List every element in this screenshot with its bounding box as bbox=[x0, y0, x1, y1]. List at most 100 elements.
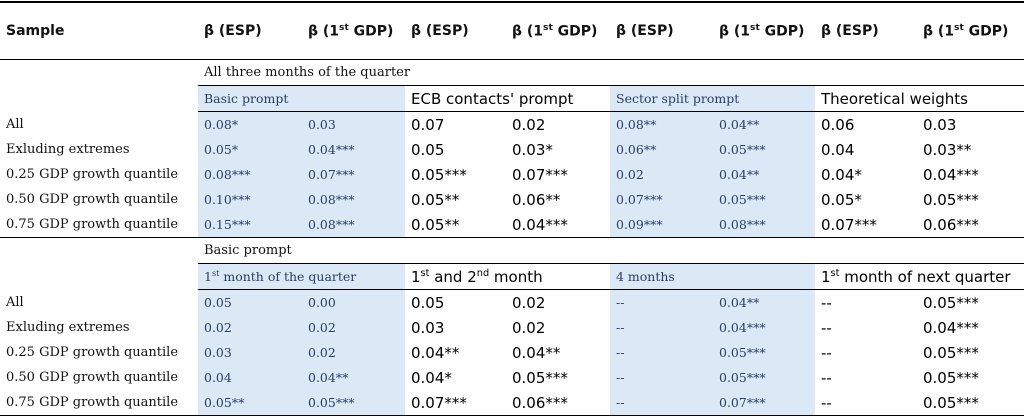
header-row: Sample β (ESP) β (1st GDP) β (ESP) β (1st GD… bbox=[0, 1, 1024, 60]
section-title-row: All three months of the quarter bbox=[0, 59, 1024, 86]
value-cell: 0.08* bbox=[198, 111, 302, 137]
blank-cell bbox=[0, 264, 198, 290]
value-cell: 0.05*** bbox=[411, 165, 467, 184]
value-cell: 0.02 bbox=[302, 340, 405, 365]
value-cell: 0.05** bbox=[405, 212, 506, 238]
text: β (ESP) bbox=[821, 23, 879, 39]
row-label: 0.25 GDP growth quantile bbox=[6, 167, 179, 182]
value-cell: 0.05* bbox=[821, 190, 862, 209]
row-label: 0.50 GDP growth quantile bbox=[6, 192, 179, 207]
text: β (ESP) bbox=[204, 23, 262, 39]
group-label: Theoretical weights bbox=[815, 85, 1024, 112]
value-cell: -- bbox=[610, 365, 713, 390]
value-cell: -- bbox=[610, 340, 713, 365]
value-cell: -- bbox=[821, 368, 832, 387]
value-cell: 0.06** bbox=[512, 190, 561, 209]
value-cell: 0.05*** bbox=[923, 343, 979, 362]
value-cell: 0.02 bbox=[198, 315, 302, 340]
data-row: Exluding extremes 0.05* 0.04*** 0.05 0.03* 0.… bbox=[0, 137, 1024, 162]
value-cell: 0.00 bbox=[302, 289, 405, 315]
group-label: Basic prompt bbox=[198, 85, 405, 112]
value-cell: 0.08*** bbox=[713, 212, 815, 238]
row-label: 0.50 GDP growth quantile bbox=[6, 370, 179, 385]
value-cell: 0.03 bbox=[411, 318, 445, 337]
value-cell: 0.08*** bbox=[198, 162, 302, 187]
value-cell: 0.03 bbox=[302, 111, 405, 137]
superscript: st bbox=[954, 22, 964, 33]
value-cell: 0.08*** bbox=[302, 212, 405, 238]
value-cell: 0.04*** bbox=[713, 315, 815, 340]
value-cell: 0.07*** bbox=[512, 165, 568, 184]
row-label: Exluding extremes bbox=[6, 320, 130, 335]
value-cell: 0.04** bbox=[713, 289, 815, 315]
value-cell: 0.05* bbox=[198, 137, 302, 162]
text: β (1 bbox=[719, 23, 751, 40]
value-cell: 0.05 bbox=[411, 140, 445, 159]
value-cell: 0.07*** bbox=[713, 390, 815, 416]
blank-cell bbox=[0, 86, 198, 112]
superscript: st bbox=[211, 268, 220, 279]
row-label: Exluding extremes bbox=[6, 142, 130, 157]
superscript: st bbox=[750, 22, 760, 33]
text: month of the quarter bbox=[219, 269, 357, 285]
text: β (1 bbox=[308, 23, 340, 40]
group-label: 1st month of the quarter bbox=[198, 263, 405, 290]
value-cell: 0.10*** bbox=[198, 187, 302, 212]
value-cell: 0.05*** bbox=[713, 365, 815, 390]
value-cell: 0.06*** bbox=[917, 212, 1024, 238]
value-cell: -- bbox=[815, 390, 917, 416]
value-cell: 0.04** bbox=[411, 343, 460, 362]
value-cell: 0.04 bbox=[198, 365, 302, 390]
value-cell: 0.04* bbox=[821, 165, 862, 184]
text: and 2 bbox=[429, 267, 477, 286]
blank-cell bbox=[0, 60, 198, 86]
data-row: 0.75 GDP growth quantile 0.15*** 0.08*** 0.… bbox=[0, 212, 1024, 238]
value-cell: 0.03 bbox=[198, 340, 302, 365]
value-cell: 0.04*** bbox=[923, 165, 979, 184]
value-cell: 0.05*** bbox=[923, 190, 979, 209]
text: Basic prompt bbox=[204, 91, 289, 106]
header-cell: β (ESP) bbox=[405, 1, 506, 60]
row-label: 0.25 GDP growth quantile bbox=[6, 345, 179, 360]
value-cell: 0.05** bbox=[411, 190, 460, 209]
text: 1 bbox=[411, 267, 421, 286]
data-row: 0.25 GDP growth quantile 0.08*** 0.07*** 0.… bbox=[0, 162, 1024, 187]
text: β (1 bbox=[923, 23, 955, 40]
text: month bbox=[489, 267, 543, 286]
text: Sample bbox=[6, 23, 65, 39]
blank-cell bbox=[0, 238, 198, 264]
value-cell: 0.03* bbox=[512, 140, 553, 159]
value-cell: -- bbox=[610, 289, 713, 315]
data-row: Exluding extremes 0.02 0.02 0.03 0.02 -- 0.04*… bbox=[0, 315, 1024, 340]
value-cell: 0.08*** bbox=[302, 187, 405, 212]
header-cell: β (ESP) bbox=[815, 1, 917, 60]
header-cell: β (1st GDP) bbox=[713, 1, 815, 60]
value-cell: 0.03 bbox=[923, 115, 957, 134]
group-label: Sector split prompt bbox=[610, 85, 815, 112]
value-cell: -- bbox=[821, 293, 832, 312]
value-cell: 0.04* bbox=[411, 368, 452, 387]
group-label: ECB contacts' prompt bbox=[405, 85, 610, 112]
row-label: 0.75 GDP growth quantile bbox=[0, 212, 198, 238]
text: β (ESP) bbox=[411, 23, 469, 39]
value-cell: 0.04*** bbox=[506, 212, 610, 238]
value-cell: 0.02 bbox=[512, 293, 546, 312]
group-label: 4 months bbox=[610, 263, 815, 290]
text: Sector split prompt bbox=[616, 91, 740, 106]
value-cell: 0.02 bbox=[512, 115, 546, 134]
value-cell: 0.09*** bbox=[610, 212, 713, 238]
value-cell: 0.05 bbox=[198, 289, 302, 315]
section-title: Basic prompt bbox=[198, 237, 1024, 264]
value-cell: 0.05*** bbox=[713, 187, 815, 212]
value-cell: 0.02 bbox=[512, 318, 546, 337]
superscript: nd bbox=[476, 267, 490, 279]
data-row: All 0.05 0.00 0.05 0.02 -- 0.04** -- 0.05*** bbox=[0, 289, 1024, 315]
group-label: 1st month of next quarter bbox=[815, 263, 1024, 290]
row-label: All bbox=[6, 116, 24, 132]
value-cell: 0.04*** bbox=[923, 318, 979, 337]
row-label: 0.75 GDP growth quantile bbox=[0, 390, 198, 416]
value-cell: 0.04** bbox=[713, 162, 815, 187]
text: 1 bbox=[821, 267, 831, 286]
